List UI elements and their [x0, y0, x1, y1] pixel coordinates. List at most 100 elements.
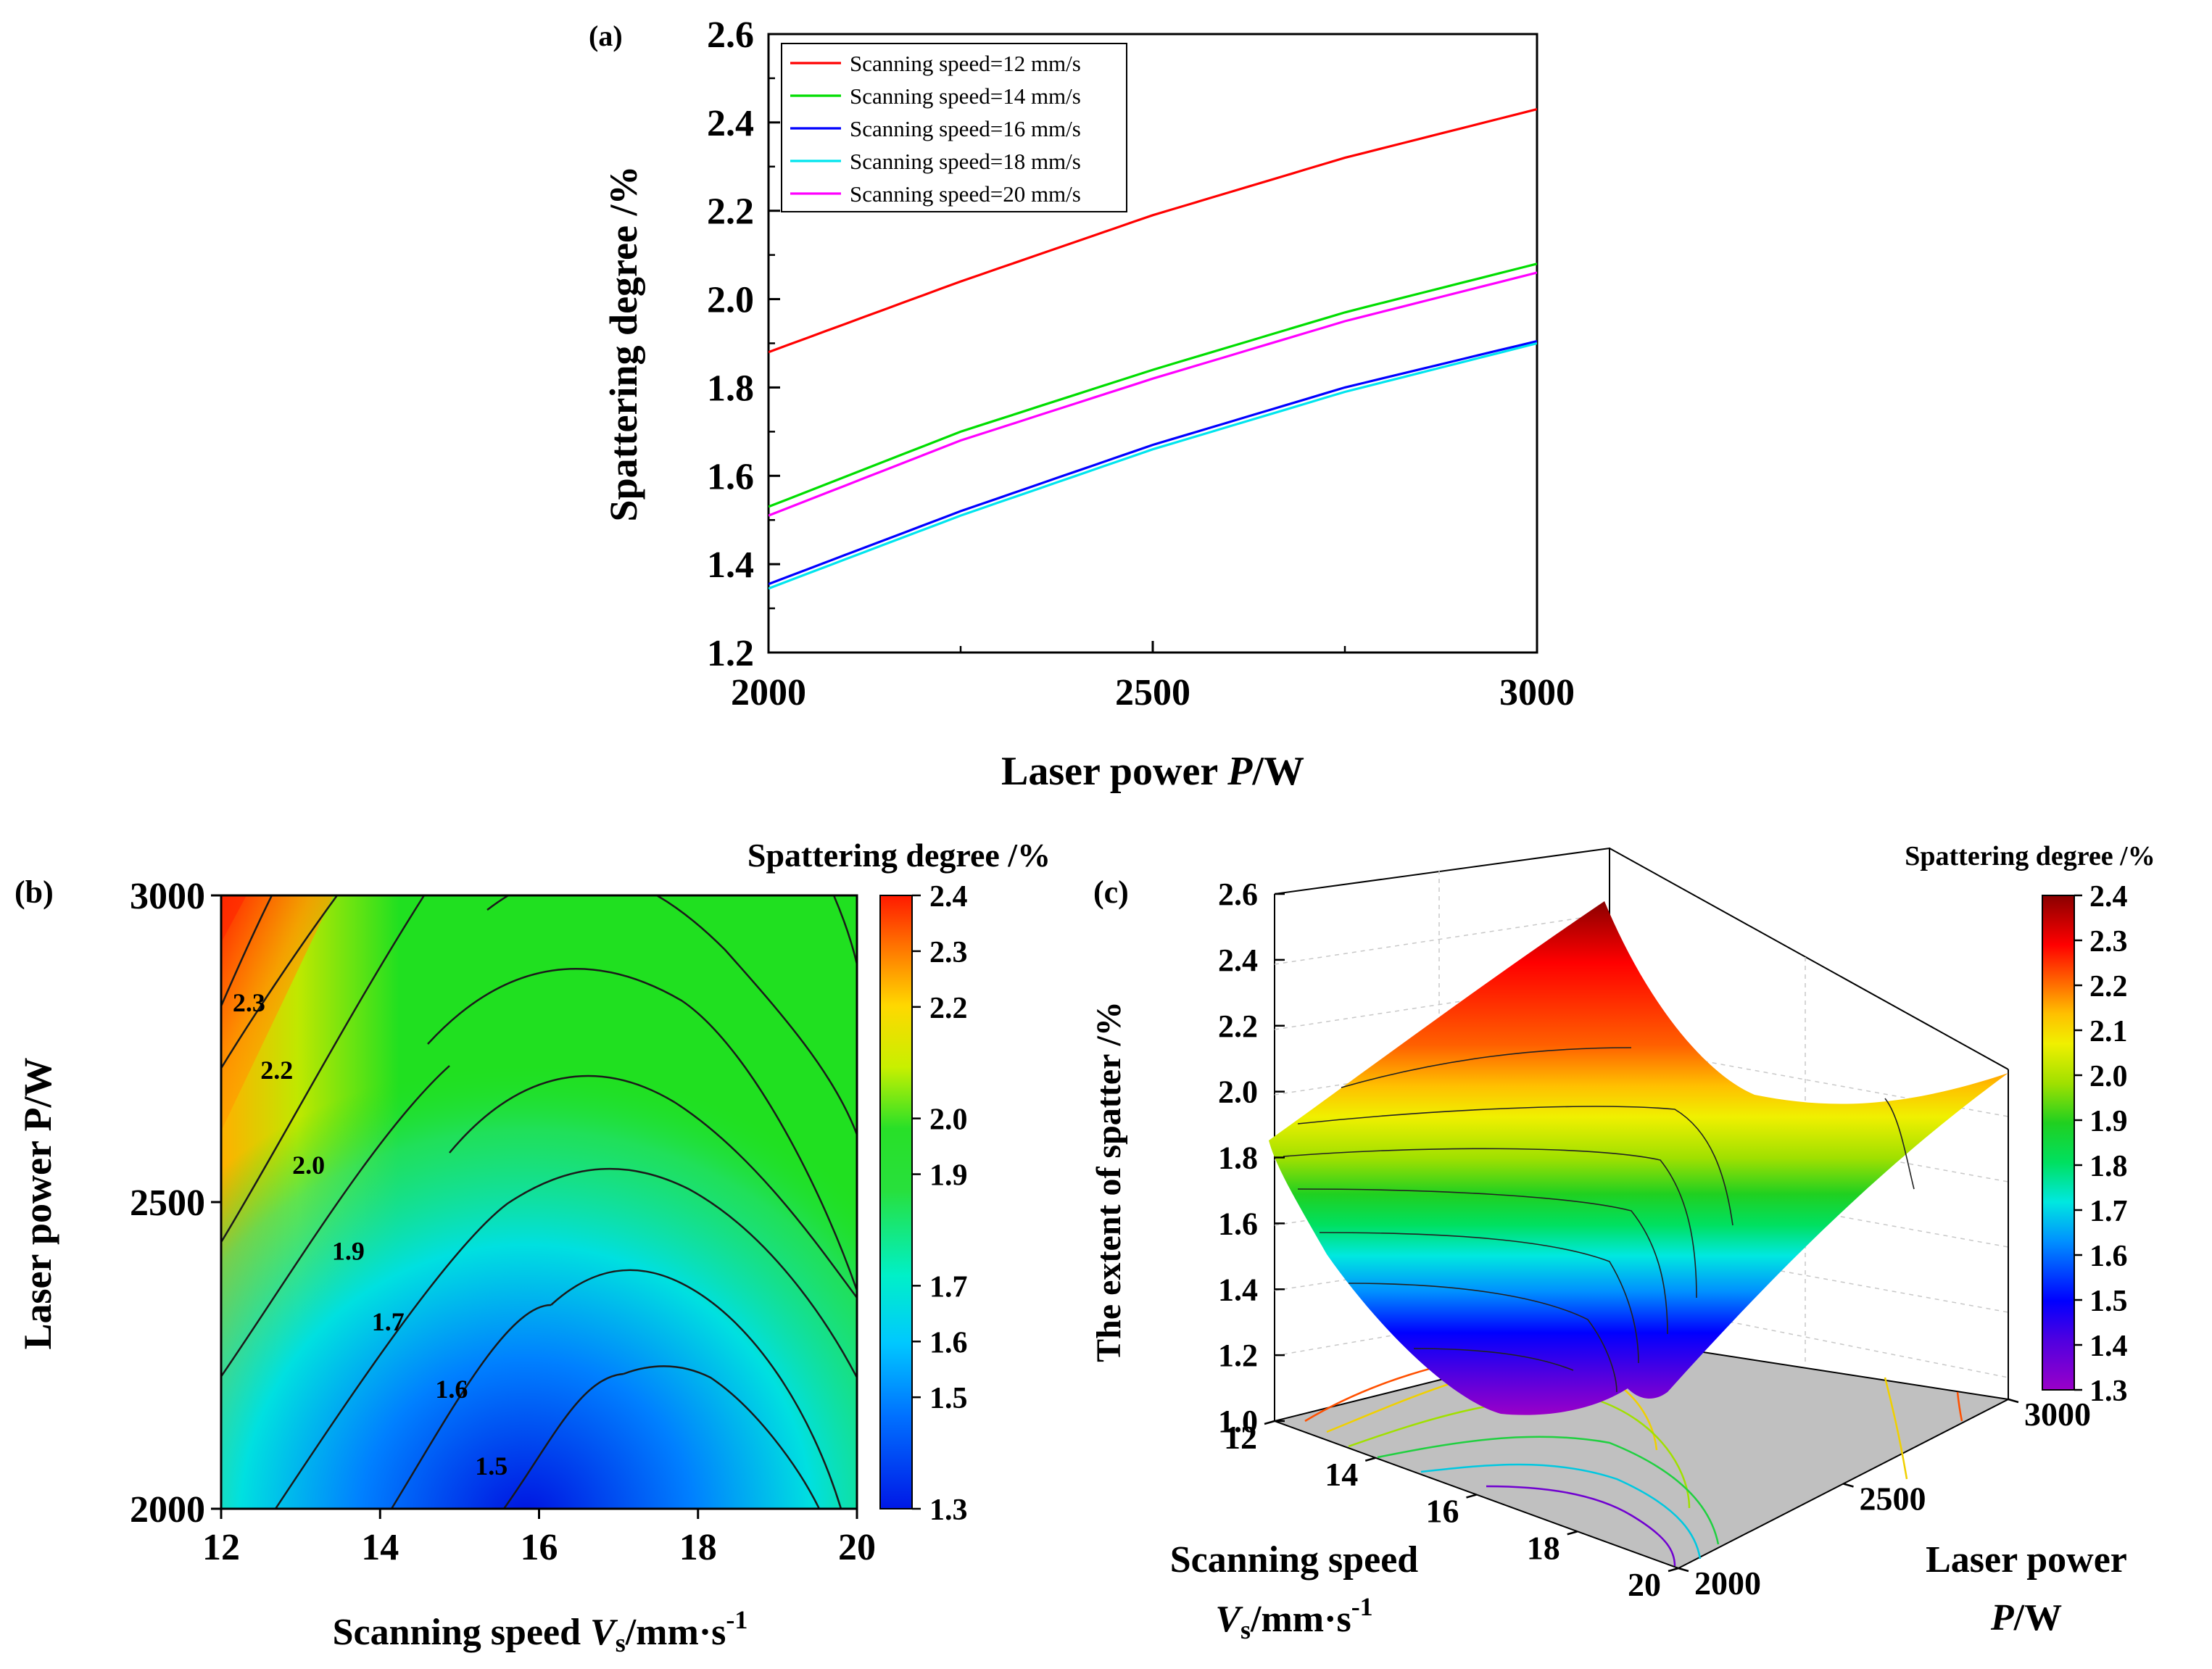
- y-tick-label-a: 2.0: [707, 280, 754, 321]
- colorbar-tick-label-b: 2.4: [929, 880, 968, 914]
- series-line-2: [769, 262, 1537, 508]
- surface-contours: [1283, 1047, 1915, 1393]
- y-axis-title-c-line1: Laser power: [1926, 1539, 2127, 1581]
- legend-label: Scanning speed=20 mm/s: [850, 181, 1081, 207]
- y-axis-title-a: Spattering degree /%: [602, 166, 645, 522]
- z-tick-label-c: 1.2: [1218, 1338, 1258, 1373]
- contour-fill: [221, 895, 857, 1509]
- colorbar-tick-label-c: 1.9: [2089, 1105, 2128, 1138]
- panel-c-surface-3d: (c): [1090, 841, 2155, 1644]
- colorbar-tick-label-c: 1.8: [2089, 1150, 2128, 1183]
- z-tick-label-c: 2.0: [1218, 1074, 1258, 1110]
- z-tick-label-c: 1.4: [1218, 1272, 1258, 1307]
- legend-label: Scanning speed=16 mm/s: [850, 116, 1081, 141]
- panel-a-label: (a): [589, 20, 623, 52]
- x-tick-label-c: 16: [1426, 1493, 1459, 1530]
- y-tick-label-a: 2.6: [707, 15, 754, 56]
- y-tick-c: [1843, 1483, 1854, 1488]
- x-tick-c: [1466, 1494, 1477, 1499]
- colorbar-tick-label-b: 1.9: [929, 1159, 968, 1193]
- axis-ticks-a: 2000 2500 3000 1.2 1.4 1.6 1.8 2.0 2.2 2.4 2.6: [707, 15, 1575, 713]
- y-tick-label-a: 2.4: [707, 103, 754, 144]
- colorbar-tick-label-b: 2.0: [929, 1103, 968, 1137]
- colorbar-ticks-c: 1.3 1.4 1.5 1.6 1.7 1.8 1.9 2.0 2.1 2.2 2.3 2.4: [2074, 880, 2128, 1408]
- y-tick-label-c: 2000: [1694, 1565, 1761, 1602]
- colorbar-tick-label-c: 2.2: [2089, 970, 2128, 1003]
- z-tick-label-c: 1.0: [1218, 1404, 1258, 1439]
- x-tick-label-c: 18: [1527, 1529, 1560, 1566]
- contour-lines: [221, 895, 857, 1509]
- colorbar-c: [2042, 895, 2075, 1391]
- x-tick-c: [1567, 1531, 1578, 1536]
- y-tick-c: [2008, 1398, 2019, 1404]
- axis-ticks-b: 12 14 16 18 20 2000 2500 3000: [130, 876, 876, 1568]
- colorbar-tick-label-c: 2.4: [2089, 880, 2128, 914]
- z-axis-title-c: The extent of spatter /%: [1090, 1001, 1128, 1362]
- x-tick-c: [1668, 1567, 1679, 1573]
- y-tick-label-b: 2000: [130, 1489, 205, 1531]
- x-axis-title-c-line2: Vs/mm·s-1: [1215, 1592, 1372, 1644]
- contour-label: 2.0: [292, 1151, 325, 1180]
- colorbar-tick-label-c: 1.4: [2089, 1330, 2128, 1363]
- x-tick-label-b: 16: [521, 1527, 558, 1568]
- contour-labels: 2.3 2.2 2.0 1.9 1.7 1.6 1.5: [233, 988, 508, 1480]
- y-tick-label-b: 3000: [130, 876, 205, 917]
- x-tick-label-b: 12: [202, 1527, 240, 1568]
- colorbar-tick-label-c: 2.0: [2089, 1060, 2128, 1093]
- y-tick-label-a: 1.4: [707, 544, 754, 586]
- legend-label: Scanning speed=14 mm/s: [850, 83, 1081, 109]
- x-tick-label-a: 2500: [1115, 672, 1190, 713]
- x-axis-title-a: Laser power P/W: [1001, 749, 1304, 794]
- panel-b-label: (b): [15, 874, 54, 910]
- panel-c-label: (c): [1093, 874, 1129, 910]
- colorbar-tick-label-c: 2.1: [2089, 1015, 2128, 1048]
- z-tick-label-c: 1.6: [1218, 1206, 1258, 1241]
- x-axis-title-b: Scanning speed Vs/mm·s-1: [333, 1605, 748, 1657]
- colorbar-tick-label-b: 2.3: [929, 936, 968, 969]
- colorbar-tick-label-c: 1.5: [2089, 1285, 2128, 1318]
- legend-a: Scanning speed=12 mm/s Scanning speed=14 …: [781, 43, 1127, 212]
- y-axis-title-b: Laser power P/W: [16, 1058, 59, 1350]
- y-tick-label-b: 2500: [130, 1183, 205, 1224]
- y-tick-c: [1678, 1567, 1689, 1573]
- y-axis-title-c-line2: P/W: [1990, 1597, 2062, 1639]
- colorbar-title-c: Spattering degree /%: [1905, 841, 2155, 871]
- colorbar-ticks-b: 1.3 1.5 1.6 1.7 1.9 2.0 2.2 2.3 2.4: [912, 880, 968, 1527]
- x-tick-label-b: 18: [679, 1527, 717, 1568]
- colorbar-tick-label-c: 1.3: [2089, 1375, 2128, 1408]
- x-axis-title-c-line1: Scanning speed: [1170, 1539, 1419, 1581]
- colorbar-title-b: Spattering degree /%: [747, 837, 1051, 874]
- z-tick-label-c: 2.4: [1218, 943, 1258, 978]
- series-line-5: [769, 271, 1537, 517]
- colorbar-tick-label-b: 1.7: [929, 1270, 968, 1304]
- contour-label: 1.9: [332, 1237, 365, 1266]
- colorbar-tick-label-c: 1.7: [2089, 1195, 2128, 1228]
- y-tick-label-a: 1.2: [707, 633, 754, 674]
- contour-label: 2.3: [233, 988, 265, 1017]
- colorbar-tick-label-c: 1.6: [2089, 1240, 2128, 1273]
- contour-label: 1.7: [372, 1307, 405, 1336]
- x-tick-label-a: 3000: [1499, 672, 1575, 713]
- colorbar-tick-label-c: 2.3: [2089, 925, 2128, 958]
- y-tick-label-a: 1.8: [707, 368, 754, 409]
- contour-label: 1.5: [475, 1451, 508, 1480]
- x-tick-label-c: 14: [1325, 1456, 1358, 1493]
- y-tick-label-c: 3000: [2024, 1396, 2091, 1433]
- x-tick-label-c: 20: [1628, 1566, 1661, 1603]
- legend-label: Scanning speed=12 mm/s: [850, 51, 1081, 76]
- y-tick-label-c: 2500: [1860, 1480, 1926, 1517]
- contour-label: 2.2: [260, 1056, 293, 1085]
- series-lines-a: [769, 108, 1537, 590]
- z-tick-label-c: 2.6: [1218, 877, 1258, 912]
- colorbar-tick-label-b: 1.3: [929, 1494, 968, 1527]
- colorbar-b: [879, 895, 913, 1509]
- x-tick-label-b: 14: [361, 1527, 399, 1568]
- x-tick-c: [1264, 1420, 1275, 1425]
- series-line-4: [769, 341, 1537, 590]
- colorbar-tick-label-b: 1.6: [929, 1326, 968, 1359]
- z-tick-label-c: 1.8: [1218, 1140, 1258, 1176]
- colorbar-tick-label-b: 1.5: [929, 1382, 968, 1415]
- x-tick-label-b: 20: [838, 1527, 876, 1568]
- colorbar-tick-label-b: 2.2: [929, 992, 968, 1025]
